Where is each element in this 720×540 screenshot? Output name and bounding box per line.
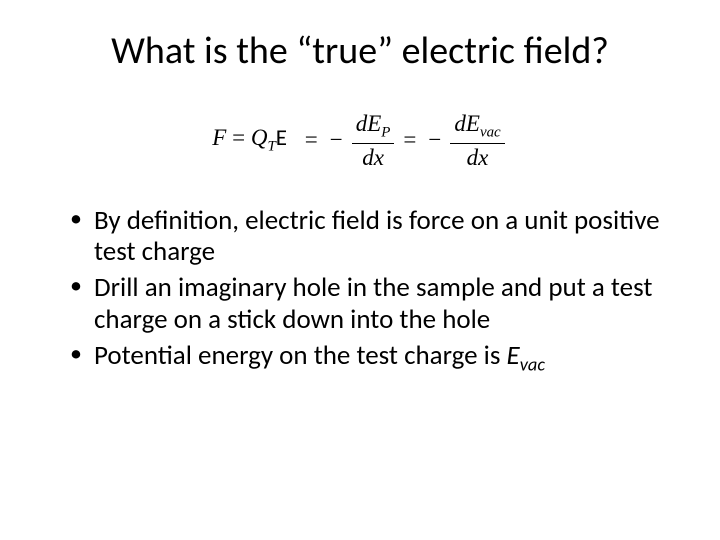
equation: F = QTE = − dEP dx = − <box>40 112 680 169</box>
sym-F: F <box>212 125 226 150</box>
eq-lhs: F = QTE <box>212 124 287 156</box>
bullet-1: By definition, electric field is force o… <box>70 205 680 269</box>
bullet-3-vac: vac <box>520 353 545 375</box>
sym-Evac: E <box>466 111 480 136</box>
sym-d1: d <box>356 111 368 136</box>
fraction-2: dEvac dx <box>450 112 504 169</box>
sym-eq2: = <box>305 127 318 153</box>
sym-vac-sub: vac <box>480 125 501 141</box>
sym-d4: d <box>467 145 479 170</box>
bullet-3-E: E <box>507 339 520 372</box>
slide-title: What is the “true” electric field? <box>40 28 680 74</box>
sym-P-sub: P <box>381 125 390 141</box>
bullet-3-text: Potential energy on the test charge is <box>94 339 507 372</box>
sym-x1: x <box>374 145 384 170</box>
sym-eq3: = <box>403 127 416 153</box>
sym-Q: Q <box>251 125 268 150</box>
sym-x2: x <box>478 145 488 170</box>
bullet-list: By definition, electric field is force o… <box>40 205 680 376</box>
sym-d3: d <box>454 111 466 136</box>
sym-eq1: = <box>232 125 245 150</box>
sym-E-field: E <box>276 124 287 152</box>
bullet-3: Potential energy on the test charge is E… <box>70 340 680 376</box>
slide: What is the “true” electric field? F = Q… <box>0 0 720 540</box>
fraction-1: dEP dx <box>352 112 395 169</box>
sym-neg1: − <box>330 127 343 153</box>
bullet-2: Drill an imaginary hole in the sample an… <box>70 272 680 336</box>
sym-Ep: E <box>367 111 381 136</box>
sym-Q-sub: T <box>267 139 275 155</box>
sym-d2: d <box>362 145 374 170</box>
sym-neg2: − <box>428 127 441 153</box>
